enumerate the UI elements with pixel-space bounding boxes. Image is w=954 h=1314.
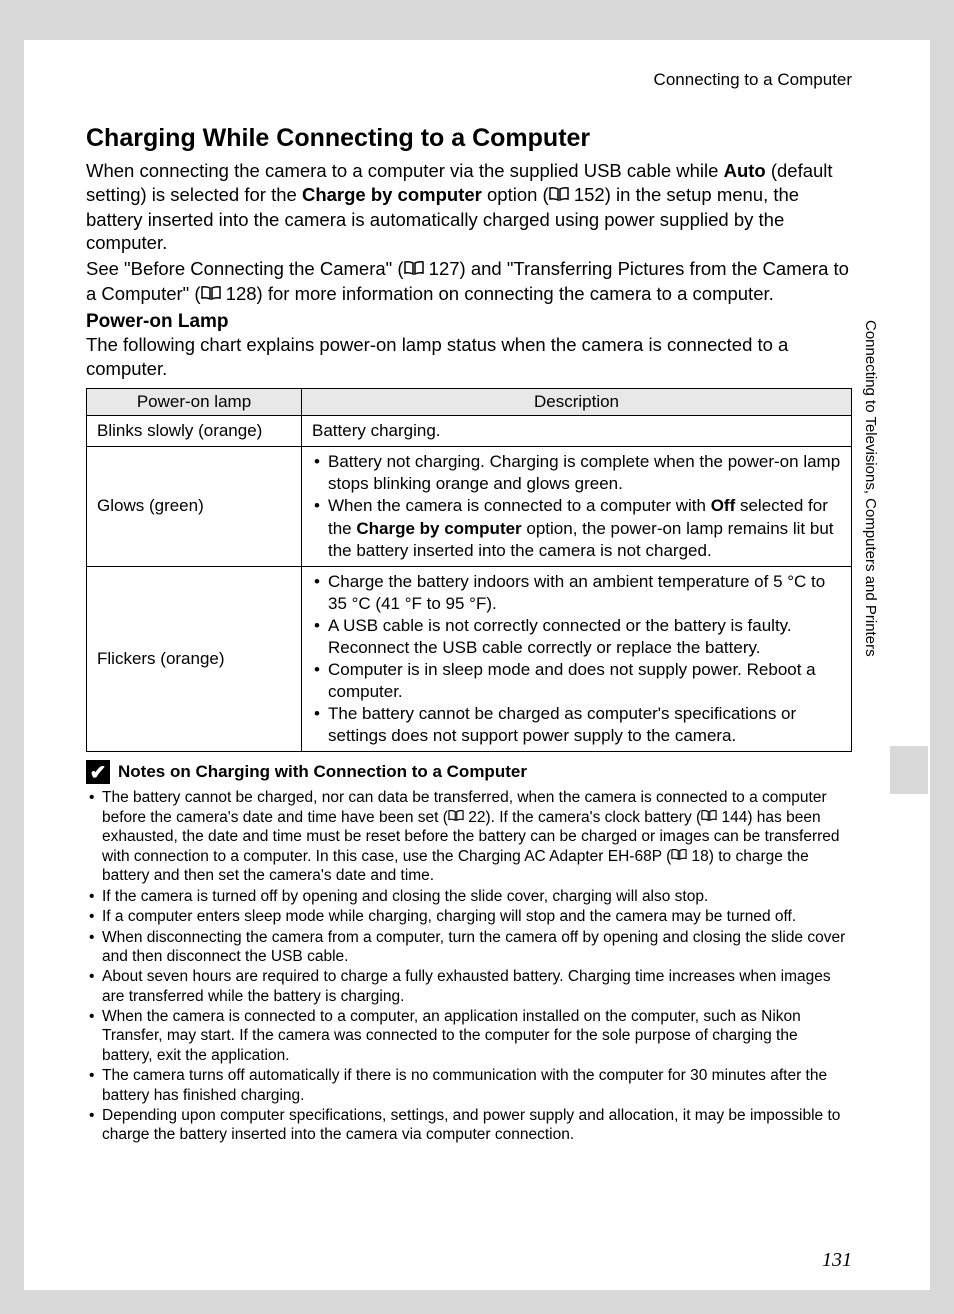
table-row: Blinks slowly (orange)Battery charging.	[87, 416, 852, 447]
notes-block: ✔ Notes on Charging with Connection to a…	[86, 760, 852, 1144]
book-icon	[701, 807, 717, 826]
notes-title: Notes on Charging with Connection to a C…	[118, 762, 527, 782]
table-cell-description: Battery not charging. Charging is comple…	[302, 447, 852, 566]
notes-list: The battery cannot be charged, nor can d…	[86, 788, 852, 1144]
page-number: 131	[822, 1249, 852, 1272]
book-icon	[404, 257, 424, 281]
notes-item: When disconnecting the camera from a com…	[86, 928, 852, 967]
table-row: Glows (green)Battery not charging. Charg…	[87, 447, 852, 566]
table-cell-description: Charge the battery indoors with an ambie…	[302, 566, 852, 752]
intro-text: option (	[482, 184, 549, 205]
page-title: Charging While Connecting to a Computer	[86, 124, 852, 153]
subheading-power-on-lamp: Power-on Lamp	[86, 311, 852, 333]
table-header-description: Description	[302, 389, 852, 416]
table-cell-lamp: Blinks slowly (orange)	[87, 416, 302, 447]
book-icon	[671, 846, 687, 865]
intro-paragraph-2: See "Before Connecting the Camera" ( 127…	[86, 257, 852, 307]
header-section-label: Connecting to a Computer	[86, 70, 852, 90]
intro-text: See "Before Connecting the Camera" (	[86, 258, 404, 279]
table-header-lamp: Power-on lamp	[87, 389, 302, 416]
side-tab-label: Connecting to Televisions, Computers and…	[862, 316, 879, 736]
intro-paragraph-1: When connecting the camera to a computer…	[86, 159, 852, 255]
notes-item: When the camera is connected to a comput…	[86, 1007, 852, 1065]
table-row: Flickers (orange)Charge the battery indo…	[87, 566, 852, 752]
intro-text: When connecting the camera to a computer…	[86, 160, 724, 181]
check-icon: ✔	[86, 760, 110, 784]
subheading-description: The following chart explains power-on la…	[86, 333, 852, 380]
notes-title-row: ✔ Notes on Charging with Connection to a…	[86, 760, 852, 784]
notes-item: About seven hours are required to charge…	[86, 967, 852, 1006]
book-icon	[201, 282, 221, 306]
table-bullet: Battery not charging. Charging is comple…	[312, 451, 841, 495]
side-tab-marker	[890, 746, 928, 794]
table-bullet: Charge the battery indoors with an ambie…	[312, 571, 841, 615]
notes-item: Depending upon computer specifications, …	[86, 1106, 852, 1145]
intro-text: 128) for more information on connecting …	[221, 283, 774, 304]
notes-item: If a computer enters sleep mode while ch…	[86, 907, 852, 926]
bold-charge-by-computer: Charge by computer	[302, 184, 482, 205]
table-cell-lamp: Flickers (orange)	[87, 566, 302, 752]
manual-page: Connecting to a Computer Charging While …	[24, 40, 930, 1290]
table-bullet: Computer is in sleep mode and does not s…	[312, 659, 841, 703]
table-cell-description: Battery charging.	[302, 416, 852, 447]
notes-item: The battery cannot be charged, nor can d…	[86, 788, 852, 885]
side-tab: Connecting to Televisions, Computers and…	[862, 316, 890, 796]
table-bullet: When the camera is connected to a comput…	[312, 495, 841, 561]
book-icon	[448, 807, 464, 826]
table-bullet: A USB cable is not correctly connected o…	[312, 615, 841, 659]
book-icon	[549, 183, 569, 207]
lamp-status-table: Power-on lamp Description Blinks slowly …	[86, 388, 852, 752]
notes-item: If the camera is turned off by opening a…	[86, 887, 852, 906]
table-bullet: The battery cannot be charged as compute…	[312, 703, 841, 747]
bold-auto: Auto	[724, 160, 766, 181]
notes-item: The camera turns off automatically if th…	[86, 1066, 852, 1105]
table-cell-lamp: Glows (green)	[87, 447, 302, 566]
